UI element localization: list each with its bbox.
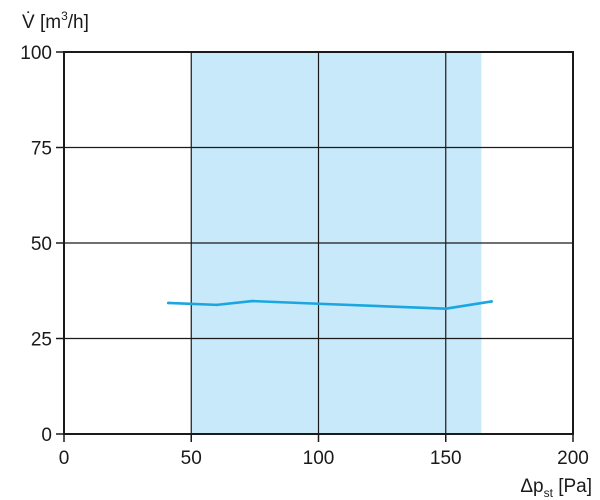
data-point — [167, 301, 170, 305]
x-tick-label: 50 — [181, 448, 202, 469]
y-tick-label: 100 — [20, 43, 52, 64]
data-point — [215, 303, 218, 307]
x-axis-label: Δpst [Pa] — [520, 476, 592, 500]
data-point — [317, 302, 320, 306]
y-axis-label-sup: 3 — [61, 9, 68, 23]
series-line — [167, 299, 493, 311]
y-tick-label: 25 — [31, 330, 52, 351]
x-axis-label-sub: st — [544, 486, 554, 500]
data-point — [490, 300, 493, 303]
y-axis-label-suffix: /h] — [68, 12, 89, 33]
x-axis-label-prefix: Δp — [520, 476, 543, 497]
x-tick-label: 200 — [557, 448, 589, 469]
y-axis-label-prefix: V̇ [m — [22, 12, 61, 33]
x-axis-label-suffix: [Pa] — [553, 476, 592, 497]
data-point — [444, 307, 448, 311]
y-tick-label: 75 — [31, 139, 52, 160]
x-tick-label: 0 — [59, 448, 70, 469]
plot-area: 0 50 100 150 200 0 25 50 75 100 — [20, 43, 589, 469]
y-tick-label: 0 — [41, 425, 52, 446]
x-tick-label: 100 — [303, 448, 335, 469]
y-tick-label: 50 — [31, 234, 52, 255]
data-point — [251, 299, 254, 303]
x-tick-label: 150 — [430, 448, 462, 469]
y-axis-label: V̇ [m3/h] — [22, 9, 89, 33]
